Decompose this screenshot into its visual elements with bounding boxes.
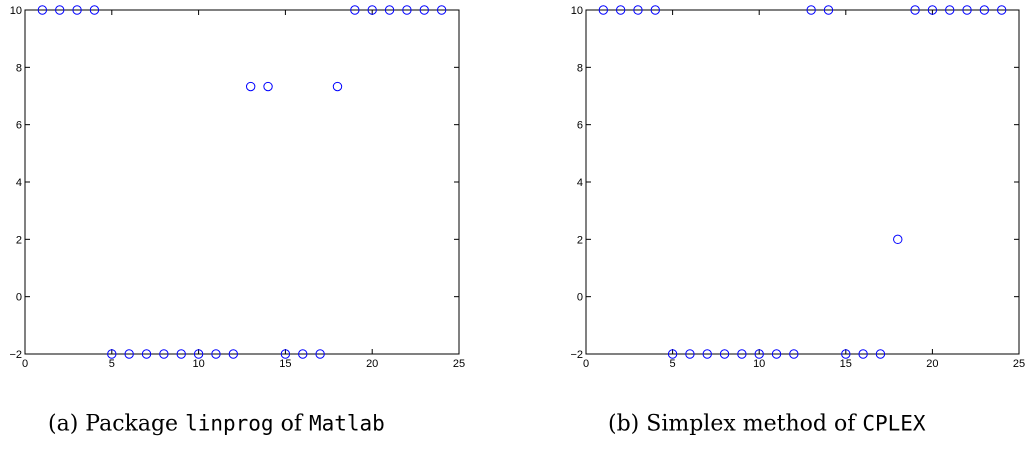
chart-a-point — [141, 349, 152, 359]
chart-a-point — [89, 5, 100, 15]
chart-a-point — [211, 349, 221, 359]
chart-b-point — [875, 349, 886, 359]
chart-b-ytick-label: −2 — [570, 349, 583, 361]
chart-b-point — [927, 5, 938, 15]
chart-a-point — [107, 349, 117, 359]
chart-b-point — [945, 5, 955, 15]
chart-a-ytick-label: 2 — [16, 234, 22, 246]
chart-b-ytick-label: 6 — [577, 120, 583, 132]
chart-a-point — [280, 349, 291, 359]
chart-a-axes-box — [24, 9, 460, 355]
chart-a-point — [419, 5, 429, 15]
chart-b-xtick-label: 20 — [926, 358, 938, 370]
caption-b-prefix: (b) Simplex method of — [608, 411, 863, 437]
chart-a-point — [298, 349, 308, 359]
chart-b-point — [685, 349, 695, 359]
chart-a-point — [367, 5, 377, 15]
chart-b-point — [650, 5, 660, 15]
caption-a: (a) Package linprog of Matlab — [48, 412, 385, 437]
chart-a-xtick-label: 25 — [453, 358, 465, 370]
caption-a-prefix: (a) Package — [48, 411, 186, 437]
chart-b-xtick-label: 0 — [583, 358, 589, 370]
chart-b-point — [841, 349, 851, 359]
caption-b-code-cplex: CPLEX — [862, 411, 926, 436]
chart-a-point — [176, 349, 186, 359]
chart-b-point — [754, 349, 764, 359]
chart-b-point — [771, 349, 782, 359]
chart-b-point — [962, 5, 972, 15]
chart-a-xtick-label: 0 — [22, 358, 28, 370]
chart-b-point — [806, 5, 816, 15]
chart-a-point — [402, 5, 412, 15]
chart-a-xtick-label: 20 — [366, 358, 378, 370]
chart-b-point — [702, 349, 712, 359]
chart-b-point — [996, 5, 1007, 15]
chart-b-point — [667, 349, 678, 359]
chart-b-ytick-label: 4 — [577, 177, 583, 189]
chart-b-point — [789, 349, 799, 359]
chart-a-ytick-label: 0 — [16, 292, 22, 304]
chart-b-point — [893, 234, 903, 245]
chart-a-point — [228, 349, 239, 359]
caption-a-middle: of — [273, 411, 309, 437]
chart-b-point — [737, 349, 747, 359]
chart-b-point — [858, 349, 868, 359]
chart-a-point — [436, 5, 447, 15]
chart-a-xtick-label: 5 — [109, 358, 115, 370]
chart-b-ytick-label: 10 — [571, 5, 583, 17]
chart-b-xtick-label: 15 — [840, 358, 852, 370]
chart-b-xtick-label: 5 — [670, 358, 676, 370]
chart-b-point — [823, 5, 834, 15]
chart-a-point — [72, 5, 82, 15]
chart-a-xtick-label: 10 — [192, 358, 204, 370]
chart-a-point — [193, 349, 204, 359]
chart-b-xtick-label: 10 — [753, 358, 765, 370]
chart-b-ytick-label: 2 — [577, 234, 583, 246]
caption-b: (b) Simplex method of CPLEX — [608, 412, 926, 437]
chart-b-point — [979, 5, 990, 15]
chart-a-point — [159, 349, 169, 359]
chart-a-xtick-label: 15 — [279, 358, 291, 370]
chart-b-point — [633, 5, 643, 15]
chart-b-point — [615, 5, 626, 15]
chart-a-point — [315, 349, 325, 359]
chart-b-ytick-label: 8 — [577, 62, 583, 74]
chart-a-point — [55, 5, 65, 15]
chart-a-point — [332, 81, 343, 92]
chart-a-point — [384, 5, 395, 15]
chart-b-axes-box — [585, 9, 1020, 355]
chart-a-ytick-label: 8 — [16, 62, 22, 74]
chart-a-point — [37, 5, 48, 15]
chart-a-point — [245, 81, 256, 92]
caption-a-code-matlab: Matlab — [308, 411, 385, 436]
chart-b-point — [719, 349, 730, 359]
caption-a-code-linprog: linprog — [185, 411, 274, 436]
chart-a-ytick-label: 10 — [10, 5, 22, 17]
chart-b-ytick-label: 0 — [577, 292, 583, 304]
chart-a-ytick-label: 6 — [16, 120, 22, 132]
chart-b-point — [598, 5, 609, 15]
chart-b-point — [910, 5, 920, 15]
chart-a-ytick-label: 4 — [16, 177, 22, 189]
chart-a-point — [263, 81, 273, 92]
chart-a-point — [350, 5, 360, 15]
chart-a-ytick-label: −2 — [9, 349, 22, 361]
chart-a-point — [124, 349, 134, 359]
chart-b-xtick-label: 25 — [1013, 358, 1025, 370]
